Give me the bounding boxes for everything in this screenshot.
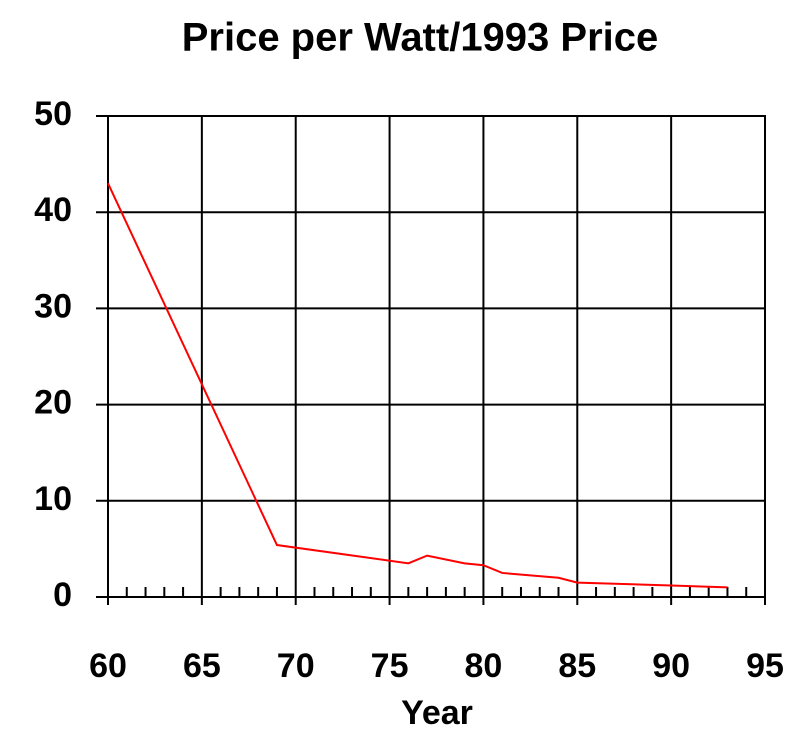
x-tick-label: 65	[183, 647, 221, 685]
y-tick-label: 50	[34, 95, 72, 133]
x-tick-label: 70	[277, 647, 315, 685]
y-tick-label: 10	[34, 480, 72, 518]
x-tick-label: 75	[371, 647, 409, 685]
y-tick-label: 40	[34, 191, 72, 229]
x-tick-label: 85	[558, 647, 596, 685]
x-axis-label: Year	[401, 694, 473, 732]
plot-border	[107, 115, 766, 598]
x-tick-label: 60	[89, 647, 127, 685]
x-tick-label: 80	[465, 647, 503, 685]
y-tick-label: 30	[34, 287, 72, 325]
x-tick-label: 95	[746, 647, 784, 685]
data-line	[107, 182, 728, 589]
chart-title: Price per Watt/1993 Price	[182, 16, 659, 60]
y-tick-label: 20	[34, 384, 72, 422]
y-tick-label: 0	[53, 576, 72, 614]
x-tick-label: 90	[652, 647, 690, 685]
